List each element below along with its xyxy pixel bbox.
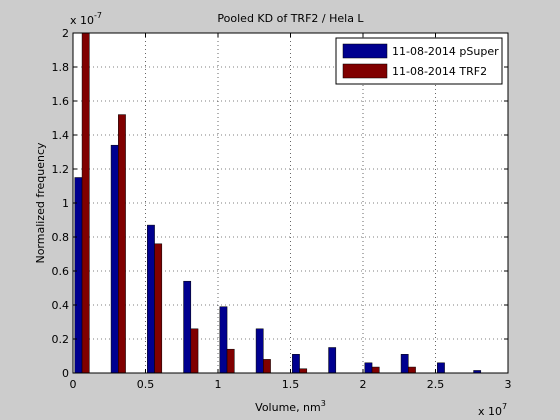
x-tick-label: 2.5 xyxy=(427,378,445,391)
y-tick-label: 1.6 xyxy=(52,95,70,108)
bar xyxy=(299,368,308,374)
y-tick-label: 0.6 xyxy=(52,265,70,278)
y-multiplier: x 10-7 xyxy=(70,11,102,27)
legend-swatch xyxy=(342,43,388,59)
bar xyxy=(437,362,445,374)
y-tick-label: 1.4 xyxy=(52,129,70,142)
chart-title: Pooled KD of TRF2 / Hela L xyxy=(217,12,364,25)
y-multiplier-base: x 10 xyxy=(70,14,94,27)
y-tick-label: 0 xyxy=(62,367,69,380)
legend-swatch xyxy=(342,63,388,79)
x-axis-label-text: Volume, nm xyxy=(255,401,321,414)
legend-label: 11-08-2014 TRF2 xyxy=(392,65,487,78)
grid-lines xyxy=(73,33,508,373)
legend-label: 11-08-2014 pSuper xyxy=(392,45,499,58)
y-multiplier-exp: -7 xyxy=(94,11,102,20)
x-tick-label: 0.5 xyxy=(137,378,155,391)
x-multiplier-base: x 10 xyxy=(478,405,502,418)
bar xyxy=(400,354,409,374)
bar xyxy=(110,144,119,374)
x-multiplier: x 107 xyxy=(478,402,507,418)
bar xyxy=(190,328,199,374)
bar xyxy=(263,359,271,374)
y-axis-label: Normalized frequency xyxy=(34,142,47,264)
y-tick-label: 0.4 xyxy=(52,299,70,312)
bar xyxy=(364,362,373,374)
y-tick-label: 2 xyxy=(62,27,69,40)
bar xyxy=(292,354,300,374)
x-multiplier-exp: 7 xyxy=(502,402,507,411)
x-axis-label-superscript: 3 xyxy=(321,399,326,408)
legend: 11-08-2014 pSuper 11-08-2014 TRF2 xyxy=(335,37,503,85)
x-tick-label: 3 xyxy=(505,378,512,391)
x-tick-label: 1.5 xyxy=(282,378,300,391)
x-axis-label: Volume, nm3 xyxy=(255,399,326,414)
bar xyxy=(328,347,337,374)
axis-ticks: 0 0.5 1 1.5 2 2.5 3 0 0.2 0.4 0.6 0.8 1 1.2 1.4 1.6 1.8 2 xyxy=(52,27,512,391)
x-tick-label: 1 xyxy=(215,378,222,391)
bar xyxy=(226,348,235,374)
bar xyxy=(183,280,192,374)
x-tick-label: 0 xyxy=(70,378,77,391)
bar xyxy=(81,32,90,374)
y-tick-label: 0.2 xyxy=(52,333,70,346)
bar xyxy=(154,243,163,374)
x-tick-label: 2 xyxy=(360,378,367,391)
y-tick-label: 1.8 xyxy=(52,61,70,74)
bar xyxy=(74,177,83,374)
y-tick-label: 1.2 xyxy=(52,163,70,176)
bar xyxy=(219,306,228,374)
bar xyxy=(118,114,126,374)
bar xyxy=(408,366,416,374)
bar xyxy=(255,328,264,374)
bar xyxy=(147,224,155,374)
y-tick-label: 0.8 xyxy=(52,231,70,244)
bar xyxy=(371,366,380,374)
y-tick-label: 1 xyxy=(62,197,69,210)
